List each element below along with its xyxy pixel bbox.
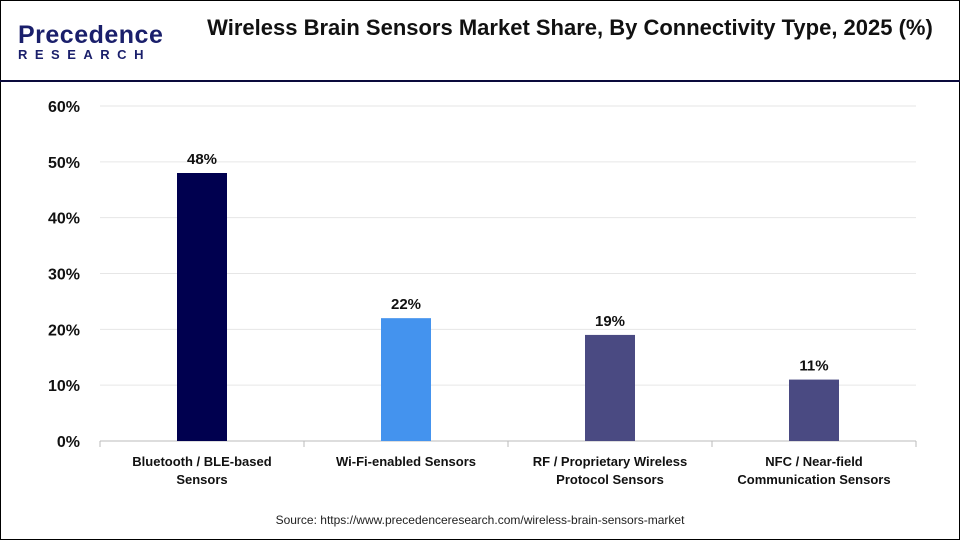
bar [177,173,227,441]
logo: Precedence RESEARCH [18,22,163,62]
x-tick-label: RF / Proprietary Wireless [533,454,688,469]
data-label: 19% [595,313,625,330]
y-tick-label: 0% [57,434,80,451]
data-label: 22% [391,296,421,313]
x-tick-label: Protocol Sensors [556,472,664,487]
x-tick-label: Wi-Fi-enabled Sensors [336,454,476,469]
source-note: Source: https://www.precedenceresearch.c… [275,513,685,527]
x-tick-label: Bluetooth / BLE-based [132,454,271,469]
x-tick-label: Communication Sensors [737,472,890,487]
bar [585,334,635,441]
y-tick-label: 50% [48,155,80,172]
y-tick-label: 40% [48,211,80,228]
logo-line2: RESEARCH [18,47,151,62]
y-tick-label: 10% [48,378,80,395]
x-tick-label: NFC / Near-field [765,454,863,469]
y-tick-label: 20% [48,322,80,339]
header-divider [0,80,960,82]
bar [381,318,431,441]
logo-line1: Precedence [18,21,164,49]
data-label: 48% [187,151,217,168]
chart-title: Wireless Brain Sensors Market Share, By … [207,15,933,40]
y-tick-label: 60% [48,99,80,116]
data-label: 11% [799,358,828,375]
bar [789,379,839,441]
y-tick-label: 30% [48,267,80,284]
x-tick-label: Sensors [176,472,227,487]
